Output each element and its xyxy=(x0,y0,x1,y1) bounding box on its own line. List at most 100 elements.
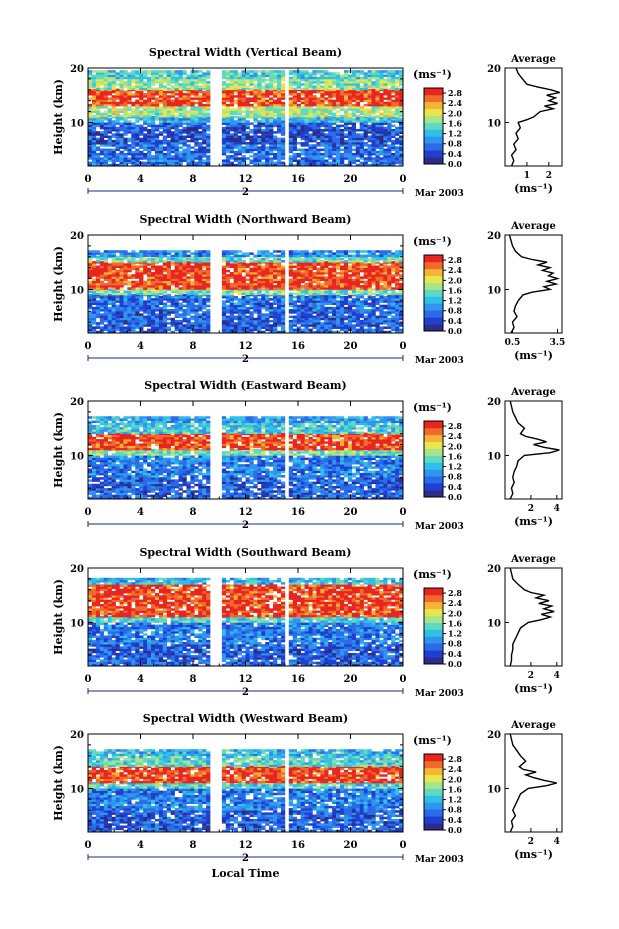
heatmap-cell xyxy=(280,282,286,286)
heatmap-cell xyxy=(257,152,262,156)
heatmap-cell xyxy=(308,285,313,288)
heatmap-cell xyxy=(186,128,191,132)
heatmap-cell xyxy=(351,324,357,327)
heatmap-cell xyxy=(355,290,360,294)
heatmap-cell xyxy=(269,319,274,323)
heatmap-cell xyxy=(273,295,278,299)
heatmap-cell xyxy=(95,93,101,96)
heatmap-cell xyxy=(332,74,337,78)
heatmap-cell xyxy=(190,287,195,290)
heatmap-cell xyxy=(320,108,325,111)
heatmap-cell xyxy=(367,317,372,321)
heatmap-cell xyxy=(332,137,337,141)
heatmap-cell xyxy=(387,146,392,149)
heatmap-cell xyxy=(135,161,140,165)
heatmap-cell xyxy=(127,128,132,132)
heatmap-cell xyxy=(355,278,360,282)
heatmap-cell xyxy=(202,319,207,323)
heatmap-cell xyxy=(316,122,321,125)
heatmap-cell xyxy=(296,315,301,319)
heatmap-cell xyxy=(154,280,160,284)
heatmap-cell xyxy=(127,108,132,111)
heatmap-cell xyxy=(229,120,234,123)
heatmap-cell xyxy=(363,319,368,323)
heatmap-cell xyxy=(135,322,140,325)
heatmap-cell xyxy=(225,146,231,149)
heatmap-cell xyxy=(139,95,144,98)
heatmap-cell xyxy=(221,300,227,303)
heatmap-cell xyxy=(391,144,396,147)
heatmap-cell xyxy=(95,155,101,158)
heatmap-cell xyxy=(135,106,140,109)
heatmap-cell xyxy=(158,163,164,167)
heatmap-cell xyxy=(379,163,384,167)
heatmap-cell xyxy=(249,315,254,319)
heatmap-cell xyxy=(143,146,148,149)
heatmap-cell xyxy=(343,93,349,96)
heatmap-cell xyxy=(241,114,246,118)
heatmap-cell xyxy=(367,70,372,73)
day-label: 2 xyxy=(242,187,249,198)
heatmap-cell xyxy=(332,83,337,86)
heatmap-cell xyxy=(399,131,404,134)
heatmap-cell xyxy=(198,292,203,296)
heatmap-cell xyxy=(269,126,274,130)
heatmap-cell xyxy=(229,115,234,119)
heatmap-cell xyxy=(158,99,164,103)
heatmap-cell xyxy=(127,83,132,86)
heatmap-cell xyxy=(395,295,400,299)
heatmap-cell xyxy=(277,128,282,132)
heatmap-cell xyxy=(308,157,313,160)
heatmap-cell xyxy=(375,131,380,134)
heatmap-cell xyxy=(182,278,187,282)
heatmap-cell xyxy=(91,118,97,121)
heatmap-cell xyxy=(351,110,357,113)
heatmap-cell xyxy=(312,120,317,123)
heatmap-cell xyxy=(123,122,128,125)
heatmap-cell xyxy=(280,295,286,299)
heatmap-cell xyxy=(221,126,227,130)
heatmap-cell xyxy=(103,150,108,154)
heatmap-cell xyxy=(312,295,317,299)
heatmap-cell xyxy=(371,144,376,147)
heatmap-cell xyxy=(174,157,179,160)
heatmap-cell xyxy=(194,278,199,282)
heatmap-cell xyxy=(304,78,309,82)
heatmap-cell xyxy=(186,278,191,282)
heatmap-cell xyxy=(320,298,325,301)
heatmap-cell xyxy=(162,313,168,316)
heatmap-cell xyxy=(347,152,353,156)
heatmap-cell xyxy=(186,309,191,312)
heatmap-cell xyxy=(277,122,282,125)
heatmap-cell xyxy=(162,315,168,319)
heatmap-cell xyxy=(241,163,246,167)
heatmap-cell xyxy=(139,76,144,80)
heatmap-cell xyxy=(194,282,199,286)
heatmap-cell xyxy=(249,306,254,310)
heatmap-cell xyxy=(383,122,388,125)
heatmap-cell xyxy=(202,315,207,319)
heatmap-cell xyxy=(379,93,384,96)
heatmap-cell xyxy=(292,112,297,116)
heatmap-cell xyxy=(111,101,116,105)
heatmap-cell xyxy=(131,313,136,316)
heatmap-cell xyxy=(269,313,274,316)
heatmap-cell xyxy=(383,161,388,165)
heatmap-cell xyxy=(273,99,278,103)
heatmap-cell xyxy=(367,287,372,290)
heatmap-cell xyxy=(308,122,313,125)
heatmap-cell xyxy=(316,285,321,288)
heatmap-cell xyxy=(332,148,337,152)
heatmap-cell xyxy=(88,128,93,132)
heatmap-cell xyxy=(237,306,242,310)
heatmap-cell xyxy=(95,142,101,145)
heatmap-cell xyxy=(237,328,242,332)
heatmap-cell xyxy=(399,78,404,82)
heatmap-cell xyxy=(147,103,152,107)
heatmap-cell xyxy=(375,157,380,160)
heatmap-cell xyxy=(233,124,238,128)
heatmap-cell xyxy=(320,292,325,296)
heatmap-cell xyxy=(277,106,282,109)
heatmap-cell xyxy=(363,112,368,116)
heatmap-cell xyxy=(379,118,384,121)
